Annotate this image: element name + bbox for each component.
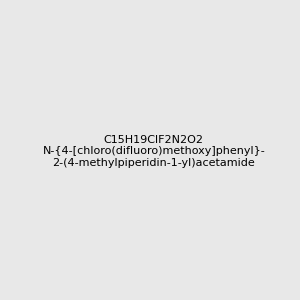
Text: C15H19ClF2N2O2
N-{4-[chloro(difluoro)methoxy]phenyl}-
2-(4-methylpiperidin-1-yl): C15H19ClF2N2O2 N-{4-[chloro(difluoro)met… <box>42 135 265 168</box>
